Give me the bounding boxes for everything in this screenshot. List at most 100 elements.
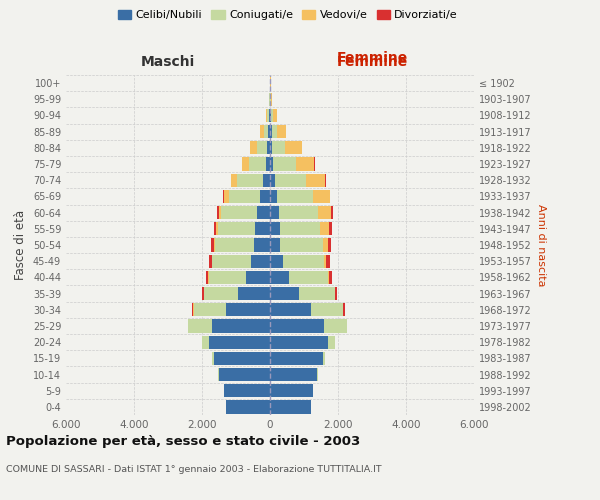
Bar [329,270,332,284]
Bar [328,270,329,284]
Bar [269,109,270,122]
Bar [270,287,299,300]
Bar [224,384,270,398]
Y-axis label: Anni di nascita: Anni di nascita [536,204,545,286]
Bar [216,222,218,235]
Bar [283,254,324,268]
Bar [209,336,270,349]
Bar [277,190,313,203]
Bar [223,190,224,203]
Bar [257,206,270,220]
Bar [231,174,237,187]
Bar [270,270,289,284]
Bar [323,352,325,365]
Bar [286,141,302,154]
Bar [206,270,208,284]
Bar [226,400,270,413]
Bar [325,320,347,332]
Bar [229,190,260,203]
Bar [271,92,272,106]
Bar [218,368,219,381]
Bar [260,190,270,203]
Bar [211,238,214,252]
Bar [217,206,218,220]
Bar [272,125,277,138]
Bar [343,303,345,316]
Y-axis label: Fasce di età: Fasce di età [14,210,27,280]
Bar [257,141,267,154]
Bar [296,158,314,170]
Bar [212,352,214,365]
Bar [329,190,331,203]
Bar [270,320,325,332]
Bar [270,174,275,187]
Bar [270,254,283,268]
Bar [270,158,274,170]
Bar [313,190,329,203]
Bar [270,352,323,365]
Bar [209,270,246,284]
Bar [270,368,317,381]
Bar [214,352,270,365]
Bar [214,222,216,235]
Bar [311,303,343,316]
Bar [328,238,331,252]
Bar [212,320,270,332]
Bar [242,158,248,170]
Text: COMUNE DI SASSARI - Dati ISTAT 1° gennaio 2003 - Elaborazione TUTTITALIA.IT: COMUNE DI SASSARI - Dati ISTAT 1° gennai… [6,465,382,474]
Bar [270,125,272,138]
Bar [270,109,271,122]
Bar [272,141,286,154]
Bar [254,238,270,252]
Bar [331,206,332,220]
Bar [277,125,286,138]
Bar [251,254,270,268]
Bar [270,238,280,252]
Bar [267,109,269,122]
Bar [278,206,317,220]
Bar [273,109,277,122]
Bar [215,238,254,252]
Bar [328,336,335,349]
Bar [202,336,209,349]
Bar [202,287,203,300]
Text: Femmine: Femmine [337,51,407,65]
Bar [246,270,270,284]
Bar [274,158,296,170]
Bar [275,174,306,187]
Bar [270,303,311,316]
Bar [266,158,270,170]
Text: Popolazione per età, sesso e stato civile - 2003: Popolazione per età, sesso e stato civil… [6,435,360,448]
Bar [204,287,238,300]
Bar [268,125,270,138]
Bar [266,109,267,122]
Bar [270,141,272,154]
Bar [267,141,270,154]
Bar [264,125,268,138]
Bar [289,270,328,284]
Bar [271,109,273,122]
Bar [188,320,212,332]
Bar [320,222,329,235]
Bar [270,400,311,413]
Bar [270,190,277,203]
Bar [329,222,332,235]
Bar [270,336,328,349]
Bar [270,206,278,220]
Bar [238,287,270,300]
Bar [335,287,337,300]
Bar [306,174,325,187]
Bar [263,174,270,187]
Bar [270,222,280,235]
Bar [323,238,328,252]
Bar [256,222,270,235]
Bar [280,238,323,252]
Bar [270,384,313,398]
Bar [250,141,257,154]
Bar [218,206,221,220]
Bar [209,254,212,268]
Bar [226,303,270,316]
Bar [299,287,335,300]
Text: Femmine: Femmine [337,54,407,68]
Bar [219,368,270,381]
